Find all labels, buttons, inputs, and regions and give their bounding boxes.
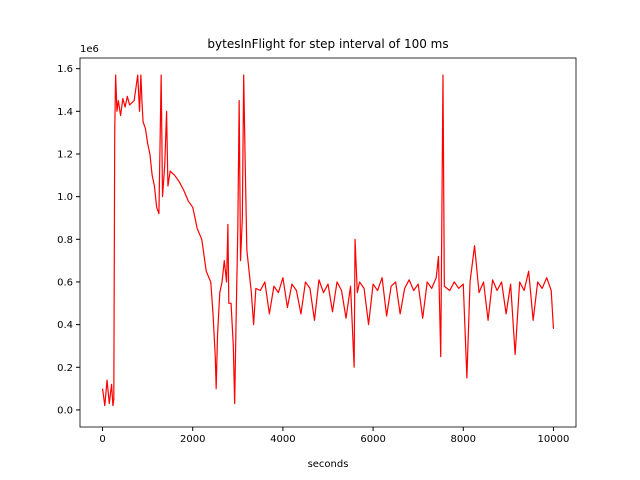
x-tick-label: 0 [99, 434, 105, 445]
y-tick-label: 1.6 [57, 64, 73, 75]
data-line [101, 74, 555, 407]
y-tick-label: 1.0 [57, 192, 73, 203]
y-tick-label: 0.4 [57, 320, 73, 331]
y-tick-label: 0.6 [57, 277, 73, 288]
x-tick-label: 4000 [270, 434, 295, 445]
chart-title: bytesInFlight for step interval of 100 m… [207, 37, 448, 51]
x-axis-label: seconds [308, 459, 349, 470]
x-tick-label: 2000 [180, 434, 205, 445]
y-tick-label: 1.2 [57, 149, 73, 160]
x-tick-label: 6000 [360, 434, 385, 445]
y-tick-label: 1.4 [57, 107, 73, 118]
y-tick-label: 0.0 [57, 405, 73, 416]
y-tick-label: 0.2 [57, 363, 73, 374]
x-tick-label: 10000 [538, 434, 570, 445]
x-tick-label: 8000 [451, 434, 476, 445]
plot-frame [79, 57, 577, 428]
y-tick-label: 0.8 [57, 235, 73, 246]
y-offset-label: 1e6 [80, 44, 99, 55]
